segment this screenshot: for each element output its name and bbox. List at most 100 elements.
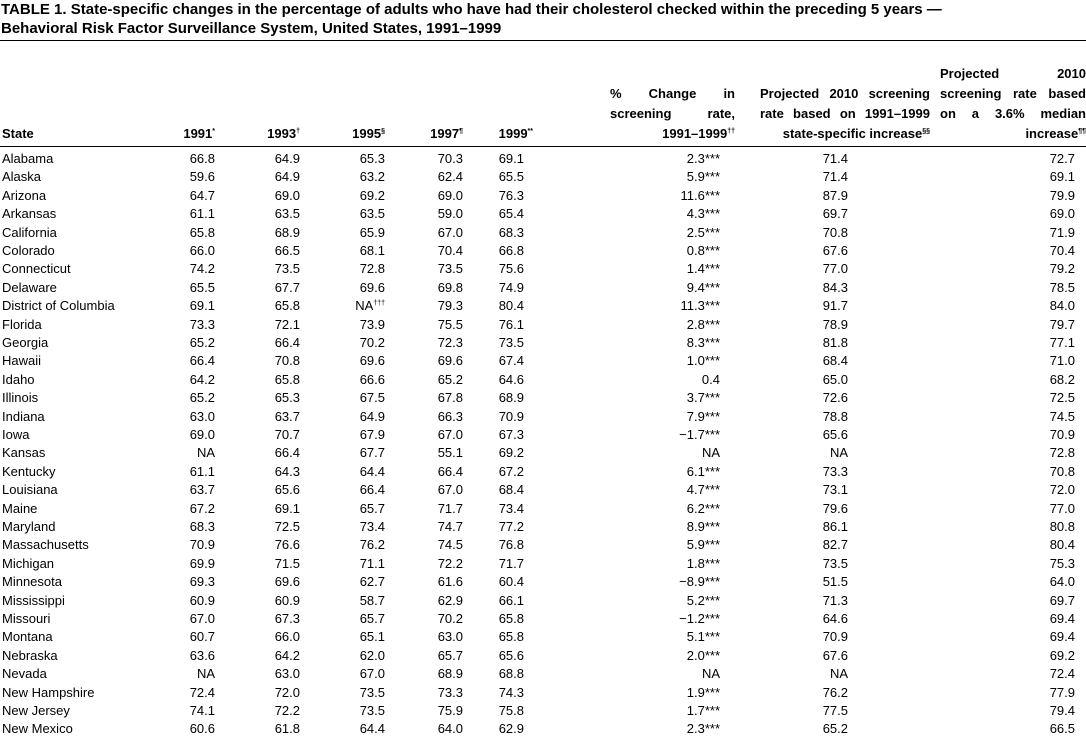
- cell-value: 65.6: [822, 427, 848, 442]
- cell-value: 70.9: [498, 408, 524, 424]
- state-name: Iowa: [2, 427, 30, 442]
- cell-value: 64.6: [822, 611, 848, 626]
- cell-value: 79.4: [1049, 703, 1075, 718]
- cell-value: 67.0: [437, 482, 463, 498]
- cell-value: 63.5: [359, 206, 385, 222]
- cell-value: 55.1: [437, 445, 463, 461]
- cell-value: 64.4: [359, 463, 385, 479]
- state-name: Michigan: [2, 555, 55, 571]
- cell-value: 61.1: [189, 206, 215, 222]
- cell-value: 80.8: [1049, 519, 1075, 534]
- cell-value: 73.5: [437, 261, 463, 277]
- cell-value: 63.2: [359, 169, 385, 185]
- cell-value: 70.8: [822, 224, 848, 240]
- cell-value: 65.6: [274, 482, 300, 498]
- cell-text: 1993: [267, 126, 297, 141]
- state-name: Illinois: [2, 390, 39, 406]
- cell-value: 69.1: [189, 298, 215, 314]
- cell-value: 73.3: [189, 316, 215, 332]
- cell-value: 63.0: [189, 408, 215, 424]
- cell-value: 59.6: [189, 169, 215, 185]
- state-name: Kansas: [2, 445, 46, 461]
- cell-value: NA: [196, 445, 215, 461]
- state-name: Mississippi: [2, 592, 65, 608]
- cell-value: 70.2: [437, 611, 463, 626]
- cell-value: 63.7: [189, 482, 215, 498]
- cell-value: 76.6: [274, 537, 300, 553]
- cell-value: 5.9***: [686, 169, 720, 185]
- cell-value: 74.9: [498, 279, 524, 295]
- cell-value: 69.6: [359, 279, 385, 295]
- cell-value: 61.1: [189, 463, 215, 479]
- cell-value: 67.0: [189, 611, 215, 626]
- cell-value: 4.7***: [686, 482, 720, 498]
- footnote-mark: §§: [922, 128, 930, 135]
- cell-value: 5.9***: [686, 537, 720, 553]
- cell-value: 67.6: [822, 647, 848, 663]
- cell-value: 65.0: [822, 371, 848, 387]
- cell-value: 65.3: [274, 390, 300, 406]
- footnote-mark: §: [381, 128, 385, 135]
- footnote-mark: †††: [373, 300, 385, 308]
- cell-value: 0.8***: [686, 243, 720, 258]
- cell-value: 62.4: [437, 169, 463, 185]
- cell-value: 70.4: [437, 243, 463, 258]
- cell-value: 65.7: [437, 647, 463, 663]
- cell-value: 74.7: [437, 519, 463, 534]
- cell-value: 65.8: [189, 224, 215, 240]
- cell-value: 77.0: [822, 261, 848, 277]
- cell-value: 64.0: [437, 721, 463, 737]
- cell-value: 75.8: [498, 703, 524, 718]
- cell-value: 63.0: [437, 629, 463, 645]
- cell-value: 69.9: [189, 555, 215, 571]
- cell-value: 72.6: [822, 390, 848, 406]
- cell-value: 64.0: [1049, 574, 1075, 590]
- cell-value: 66.0: [189, 243, 215, 258]
- cell-value: 65.2: [189, 335, 215, 350]
- cell-value: 65.7: [359, 500, 385, 516]
- cell-value: 75.3: [1049, 555, 1075, 571]
- cell-value: −8.9***: [679, 574, 720, 590]
- cell-value: 69.4: [1049, 629, 1075, 645]
- cell-text: 1997: [430, 126, 460, 141]
- cell-value: 72.0: [274, 684, 300, 700]
- cell-value: 62.9: [437, 592, 463, 608]
- state-name: Idaho: [2, 371, 35, 387]
- cell-value: 5.2***: [686, 592, 720, 608]
- cell-value: 74.1: [189, 703, 215, 718]
- cell-value: NA: [701, 445, 720, 461]
- cell-value: 70.2: [359, 335, 385, 350]
- cell-value: 60.7: [189, 629, 215, 645]
- cell-value: 86.1: [822, 519, 848, 534]
- cell-text: 1995: [352, 126, 382, 141]
- state-name: California: [2, 224, 57, 240]
- cell-value: 77.2: [498, 519, 524, 534]
- state-name: District of Columbia: [2, 298, 115, 314]
- cell-value: 2.5***: [686, 224, 720, 240]
- state-name: Massachusetts: [2, 537, 89, 553]
- cell-value: 65.8: [274, 298, 300, 314]
- cell-value: NA†††: [355, 297, 385, 315]
- cell-value: 73.5: [274, 261, 300, 277]
- cell-value: 73.3: [437, 684, 463, 700]
- cell-value: 77.1: [1049, 335, 1075, 350]
- state-name: New Jersey: [2, 703, 70, 718]
- state-name: Nebraska: [2, 647, 58, 663]
- cell-value: 72.2: [274, 703, 300, 718]
- rule: [0, 146, 1086, 147]
- cell-text: Projected 2010 screening rate based on 1…: [760, 86, 930, 141]
- cell-value: 64.2: [274, 647, 300, 663]
- cell-value: 70.8: [274, 353, 300, 369]
- cell-value: 69.3: [189, 574, 215, 590]
- cell-value: 65.2: [189, 390, 215, 406]
- cell-value: 69.6: [359, 353, 385, 369]
- cell-value: 66.6: [359, 371, 385, 387]
- cell-value: 69.1: [498, 151, 524, 166]
- cell-value: 65.3: [359, 151, 385, 166]
- cell-value: 63.7: [274, 408, 300, 424]
- cell-value: 65.4: [498, 206, 524, 222]
- cell-text: NA: [355, 298, 374, 314]
- cell-value: 8.3***: [686, 335, 720, 350]
- cell-value: 71.1: [359, 555, 385, 571]
- cell-value: 70.9: [1049, 427, 1075, 442]
